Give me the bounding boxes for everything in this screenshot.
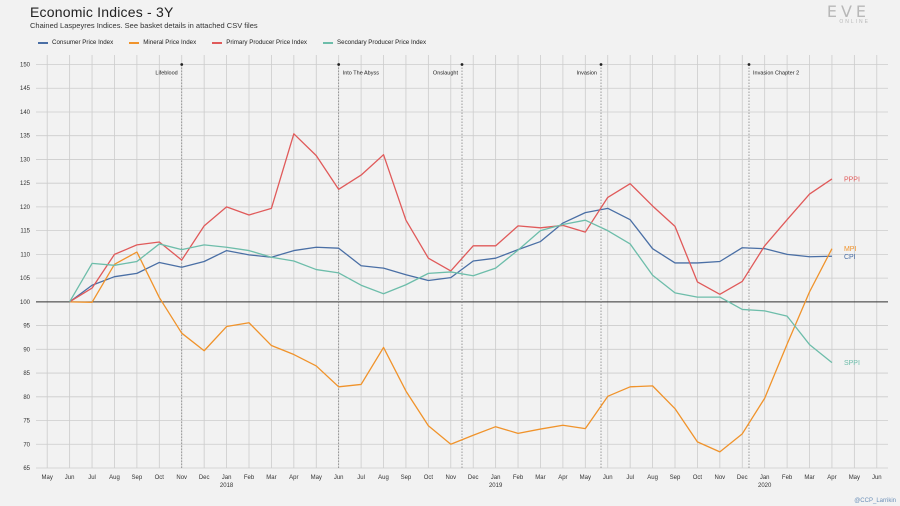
legend-item-sppi: Secondary Producer Price Index — [323, 39, 426, 46]
series-end-label-pppi: PPPI — [844, 176, 860, 183]
legend-swatch-cpi — [38, 41, 48, 44]
y-tick-label: 145 — [20, 86, 31, 92]
legend-label-mpi: Mineral Price Index — [143, 39, 197, 46]
y-tick-label: 135 — [20, 134, 31, 140]
x-tick-label: Feb — [782, 475, 793, 481]
annotation-label: Invasion Chapter 2 — [753, 70, 799, 76]
x-tick-label: Oct — [693, 475, 703, 481]
series-end-label-sppi: SPPI — [844, 360, 860, 367]
annotation-marker — [747, 63, 751, 66]
x-tick-label: May — [311, 475, 322, 481]
x-tick-label: May — [849, 475, 860, 481]
annotation-marker — [337, 63, 341, 66]
chart-legend: Consumer Price Index Mineral Price Index… — [38, 39, 426, 46]
x-tick-label: Dec — [199, 475, 210, 481]
eve-online-logo: EVE ONLINE — [827, 2, 870, 25]
x-tick-label: Jun — [65, 475, 75, 481]
series-end-label-mpi: MPI — [844, 246, 857, 253]
x-tick-label: Jun — [603, 475, 613, 481]
legend-label-cpi: Consumer Price Index — [52, 39, 114, 46]
series-line-cpi — [69, 207, 832, 303]
x-tick-label: Aug — [109, 475, 120, 481]
annotation-label: Lifeblood — [155, 70, 177, 76]
x-tick-label: Aug — [378, 475, 389, 481]
chart-subtitle: Chained Laspeyres Indices. See basket de… — [30, 21, 258, 30]
legend-swatch-pppi — [212, 41, 223, 44]
x-tick-label: Nov — [176, 475, 187, 481]
legend-swatch-mpi — [129, 41, 140, 44]
x-tick-label: Jun — [334, 475, 344, 481]
x-tick-label: Feb — [244, 475, 255, 481]
series-end-label-cpi: CPI — [844, 254, 856, 261]
x-tick-label: Jul — [626, 475, 634, 481]
legend-item-pppi: Primary Producer Price Index — [212, 39, 307, 46]
x-tick-label: Jan — [491, 475, 501, 481]
y-tick-label: 125 — [20, 181, 31, 187]
x-tick-label: Apr — [289, 475, 298, 481]
annotation-label: Invasion — [577, 70, 598, 76]
legend-label-sppi: Secondary Producer Price Index — [337, 39, 427, 46]
legend-label-pppi: Primary Producer Price Index — [226, 39, 307, 46]
y-tick-label: 150 — [20, 62, 31, 68]
x-tick-label: Mar — [266, 475, 276, 481]
x-tick-label: Oct — [155, 475, 165, 481]
x-year-label: 2018 — [220, 483, 234, 489]
chart-title: Economic Indices - 3Y — [30, 4, 174, 20]
y-tick-label: 120 — [20, 205, 31, 211]
x-tick-label: Mar — [804, 475, 814, 481]
x-tick-label: Feb — [513, 475, 524, 481]
series-line-sppi — [69, 219, 833, 364]
x-tick-label: Sep — [401, 475, 412, 481]
y-tick-label: 85 — [23, 371, 30, 377]
annotation-marker — [460, 63, 464, 66]
y-tick-label: 115 — [20, 229, 30, 235]
y-tick-label: 75 — [23, 419, 30, 425]
legend-swatch-sppi — [323, 41, 333, 44]
logo-main-text: EVE — [826, 2, 870, 21]
annotation-marker — [180, 63, 184, 66]
y-tick-label: 130 — [20, 157, 31, 163]
x-tick-label: Jan — [222, 475, 232, 481]
x-tick-label: Mar — [535, 475, 545, 481]
y-tick-label: 65 — [23, 466, 30, 472]
x-tick-label: Dec — [468, 475, 479, 481]
x-tick-label: Dec — [737, 475, 748, 481]
y-tick-label: 95 — [23, 324, 30, 330]
x-tick-label: Oct — [424, 475, 434, 481]
x-tick-label: Jul — [357, 475, 365, 481]
annotation-marker — [599, 63, 603, 66]
x-tick-label: May — [42, 475, 53, 481]
x-tick-label: Jan — [760, 475, 770, 481]
y-tick-label: 70 — [23, 442, 30, 448]
y-tick-label: 90 — [23, 347, 30, 353]
legend-item-cpi: Consumer Price Index — [38, 39, 113, 46]
series-line-mpi — [69, 248, 833, 453]
annotation-label: Into The Abyss — [343, 70, 380, 76]
logo-sub-text: ONLINE — [839, 19, 870, 25]
annotation-label: Onslaught — [433, 70, 459, 76]
x-tick-label: Nov — [715, 475, 726, 481]
x-tick-label: Apr — [827, 475, 836, 481]
x-tick-label: Sep — [670, 475, 681, 481]
x-tick-label: Apr — [558, 475, 567, 481]
x-tick-label: Sep — [132, 475, 143, 481]
x-tick-label: Aug — [647, 475, 658, 481]
y-tick-label: 105 — [20, 276, 31, 282]
x-tick-label: May — [580, 475, 591, 481]
y-tick-label: 100 — [20, 300, 31, 306]
y-tick-label: 110 — [20, 252, 30, 258]
legend-item-mpi: Mineral Price Index — [129, 39, 196, 46]
x-tick-label: Jun — [872, 475, 882, 481]
x-tick-label: Nov — [445, 475, 456, 481]
x-year-label: 2019 — [489, 483, 503, 489]
x-tick-label: Jul — [88, 475, 96, 481]
author-credit: @CCP_Larrikin — [854, 498, 896, 504]
y-tick-label: 140 — [20, 110, 31, 116]
y-tick-label: 80 — [23, 395, 30, 401]
series-line-pppi — [69, 133, 833, 303]
x-year-label: 2020 — [758, 483, 772, 489]
